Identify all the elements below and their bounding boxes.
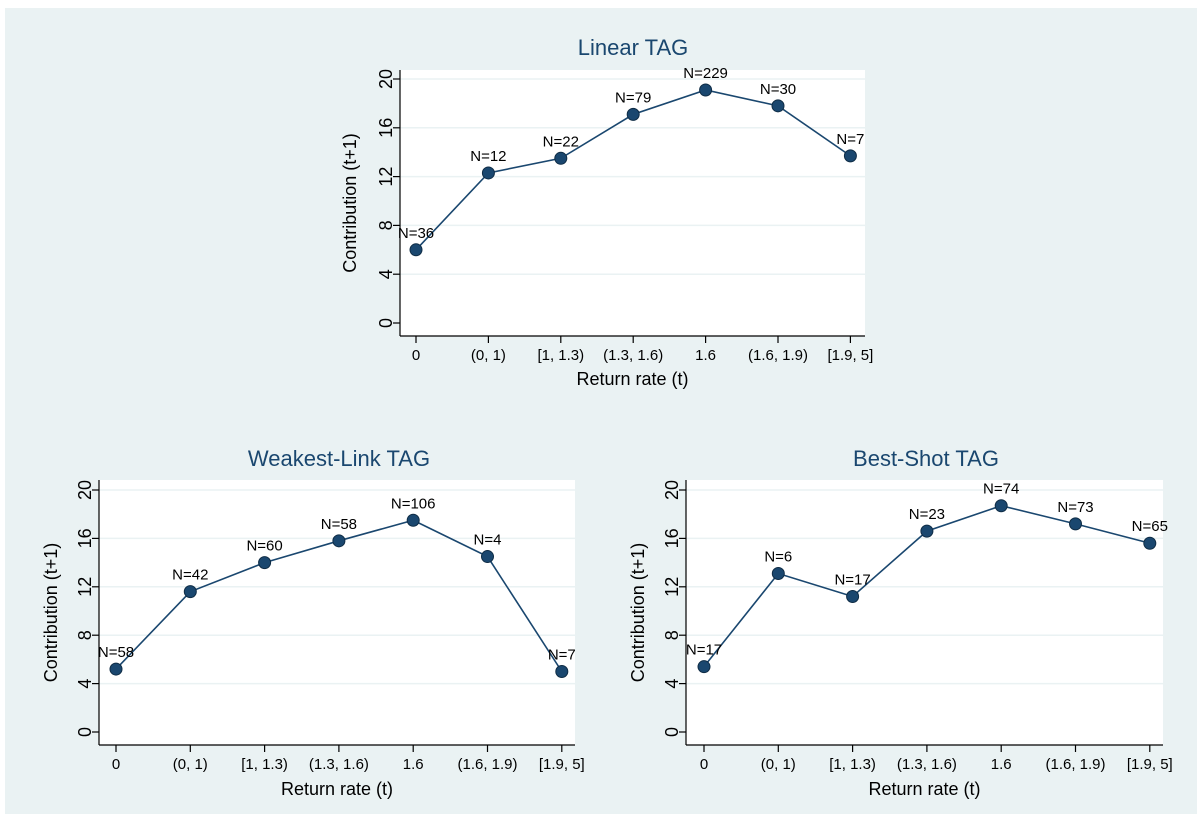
y-tick-label: 8 xyxy=(662,630,682,640)
x-tick-label: [1, 1.3) xyxy=(537,347,584,364)
data-point xyxy=(406,513,420,527)
y-tick-label: 16 xyxy=(75,528,95,548)
chart-title: Linear TAG xyxy=(578,35,688,60)
x-tick-label: (0, 1) xyxy=(173,756,208,773)
data-label: N=4 xyxy=(474,532,502,549)
plot-area xyxy=(686,480,1163,745)
data-label: N=12 xyxy=(470,148,506,165)
data-point xyxy=(109,662,123,676)
data-point xyxy=(554,151,568,165)
x-tick-label: (0, 1) xyxy=(761,756,796,773)
y-tick-label: 16 xyxy=(662,528,682,548)
data-point xyxy=(332,534,346,548)
x-tick-label: (1.3, 1.6) xyxy=(309,756,369,773)
data-label: N=60 xyxy=(246,538,282,555)
x-tick-label: [1.9, 5] xyxy=(1127,756,1173,773)
y-axis-title: Contribution (t+1) xyxy=(41,543,61,683)
data-label: N=17 xyxy=(686,642,722,659)
y-tick-label: 12 xyxy=(376,167,396,187)
data-label: N=30 xyxy=(760,81,796,98)
x-axis-title: Return rate (t) xyxy=(868,779,980,799)
x-tick-label: 0 xyxy=(112,756,120,773)
data-point xyxy=(771,566,785,580)
chart-title: Best-Shot TAG xyxy=(853,446,999,471)
y-tick-label: 16 xyxy=(376,118,396,138)
data-point xyxy=(409,243,423,257)
x-tick-label: (1.3, 1.6) xyxy=(897,756,957,773)
y-tick-label: 4 xyxy=(662,679,682,689)
x-tick-label: [1.9, 5] xyxy=(827,347,873,364)
x-tick-label: 1.6 xyxy=(403,756,424,773)
data-point xyxy=(481,550,494,564)
y-tick-label: 0 xyxy=(376,318,396,328)
y-axis-title: Contribution (t+1) xyxy=(340,133,360,273)
x-axis-title: Return rate (t) xyxy=(576,369,688,389)
data-point xyxy=(697,660,711,674)
data-label: N=58 xyxy=(321,516,357,533)
x-tick-label: 1.6 xyxy=(991,756,1012,773)
x-tick-label: (0, 1) xyxy=(471,347,506,364)
y-axis-title: Contribution (t+1) xyxy=(628,543,648,683)
x-tick-label: (1.3, 1.6) xyxy=(603,347,663,364)
y-tick-label: 4 xyxy=(75,679,95,689)
data-label: N=73 xyxy=(1057,499,1093,516)
data-point xyxy=(626,107,640,121)
plot-area xyxy=(99,480,575,745)
data-label: N=17 xyxy=(834,571,870,588)
data-label: N=79 xyxy=(615,89,651,106)
chart-weakest-link-tag: 0 4 8 12 16 20 0 (0, 1) [1, 1.3) (1.3, 1.6) 1.6 (1.… xyxy=(41,446,585,799)
data-label: N=23 xyxy=(909,506,945,523)
data-label: N=22 xyxy=(543,133,579,150)
data-label: N=58 xyxy=(98,644,134,661)
data-point xyxy=(994,499,1008,513)
data-label: N=6 xyxy=(764,548,792,565)
data-point xyxy=(1069,517,1082,531)
data-point xyxy=(843,149,857,163)
y-tick-label: 20 xyxy=(75,480,95,500)
x-tick-label: (1.6, 1.9) xyxy=(457,756,517,773)
y-tick-label: 8 xyxy=(376,220,396,230)
data-label: N=106 xyxy=(391,495,436,512)
x-tick-label: [1, 1.3) xyxy=(829,756,876,773)
data-label: N=229 xyxy=(683,65,728,82)
data-point xyxy=(481,166,495,180)
data-label: N=65 xyxy=(1132,518,1168,535)
x-tick-label: [1, 1.3) xyxy=(241,756,288,773)
y-tick-label: 0 xyxy=(662,727,682,737)
x-tick-label: (1.6, 1.9) xyxy=(748,347,808,364)
data-label: N=36 xyxy=(398,225,434,242)
chart-title: Weakest-Link TAG xyxy=(248,446,430,471)
x-axis-title: Return rate (t) xyxy=(281,779,393,799)
x-tick-label: (1.6, 1.9) xyxy=(1045,756,1105,773)
y-tick-label: 12 xyxy=(75,577,95,597)
y-tick-label: 0 xyxy=(75,727,95,737)
data-label: N=7 xyxy=(836,131,864,148)
chart-best-shot-tag: 0 4 8 12 16 20 0 (0, 1) [1, 1.3) (1.3, 1.6) 1.6 (1.… xyxy=(628,446,1173,799)
data-label: N=74 xyxy=(983,481,1019,498)
y-tick-label: 12 xyxy=(662,577,682,597)
x-tick-label: 0 xyxy=(412,347,420,364)
data-point xyxy=(1143,536,1157,550)
x-tick-label: 0 xyxy=(700,756,708,773)
chart-linear-tag: 0 4 8 12 16 20 0 (0, 1) [1, 1.3) (1.3, 1.6) 1.6 (1.… xyxy=(340,35,873,389)
y-tick-label: 20 xyxy=(376,69,396,89)
data-point xyxy=(183,585,197,599)
data-label: N=7 xyxy=(548,647,576,664)
data-point xyxy=(699,83,713,97)
y-tick-label: 20 xyxy=(662,480,682,500)
data-point xyxy=(846,589,860,603)
x-tick-label: [1.9, 5] xyxy=(539,756,585,773)
data-point xyxy=(920,524,934,538)
data-point xyxy=(771,99,785,113)
data-point xyxy=(258,556,272,570)
data-label: N=42 xyxy=(172,567,208,584)
y-tick-label: 4 xyxy=(376,269,396,279)
y-tick-label: 8 xyxy=(75,630,95,640)
data-point xyxy=(555,665,569,678)
x-tick-label: 1.6 xyxy=(695,347,716,364)
